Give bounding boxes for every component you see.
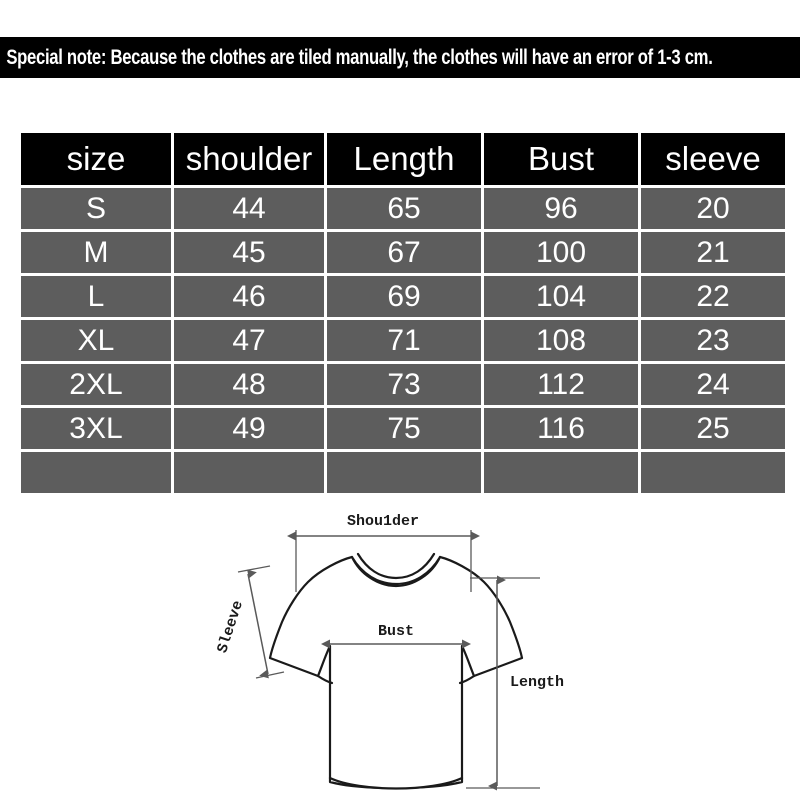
column-header-size: size (21, 133, 171, 185)
cell-shoulder (174, 452, 324, 493)
sleeve-dimension: Sleeve (214, 565, 285, 679)
cell-length: 71 (327, 320, 481, 361)
cell-sleeve (641, 452, 785, 493)
cell-size: XL (21, 320, 171, 361)
cell-size: 3XL (21, 408, 171, 449)
cell-sleeve: 21 (641, 232, 785, 273)
table-row: 3XL 49 75 116 25 (21, 408, 785, 449)
column-header-shoulder: shoulder (174, 133, 324, 185)
column-header-sleeve: sleeve (641, 133, 785, 185)
table-row-empty (21, 452, 785, 493)
cell-shoulder: 45 (174, 232, 324, 273)
cell-size: S (21, 188, 171, 229)
cell-length: 69 (327, 276, 481, 317)
cell-sleeve: 20 (641, 188, 785, 229)
special-note-text: Special note: Because the clothes are ti… (6, 46, 713, 69)
cell-size: L (21, 276, 171, 317)
bust-label: Bust (378, 623, 414, 640)
cell-shoulder: 48 (174, 364, 324, 405)
table-row: S 44 65 96 20 (21, 188, 785, 229)
cell-bust: 112 (484, 364, 638, 405)
shoulder-dimension: Shou1der (287, 513, 480, 592)
table-row: 2XL 48 73 112 24 (21, 364, 785, 405)
sleeve-label: Sleeve (214, 599, 247, 656)
shoulder-label: Shou1der (347, 513, 419, 530)
table-header-row: size shoulder Length Bust sleeve (21, 133, 785, 185)
cell-size (21, 452, 171, 493)
cell-length (327, 452, 481, 493)
cell-sleeve: 23 (641, 320, 785, 361)
cell-bust: 116 (484, 408, 638, 449)
cell-sleeve: 22 (641, 276, 785, 317)
cell-shoulder: 46 (174, 276, 324, 317)
length-dimension: Length (466, 575, 564, 791)
cell-length: 65 (327, 188, 481, 229)
cell-bust: 108 (484, 320, 638, 361)
bust-dimension: Bust (321, 623, 471, 649)
cell-sleeve: 24 (641, 364, 785, 405)
cell-size: 2XL (21, 364, 171, 405)
column-header-bust: Bust (484, 133, 638, 185)
size-chart-table: size shoulder Length Bust sleeve S 44 65… (18, 130, 788, 496)
table-row: M 45 67 100 21 (21, 232, 785, 273)
cell-shoulder: 49 (174, 408, 324, 449)
length-label: Length (510, 674, 564, 691)
table-row: XL 47 71 108 23 (21, 320, 785, 361)
cell-shoulder: 44 (174, 188, 324, 229)
cell-bust: 96 (484, 188, 638, 229)
cell-bust (484, 452, 638, 493)
cell-size: M (21, 232, 171, 273)
cell-shoulder: 47 (174, 320, 324, 361)
tshirt-measurement-diagram: Shou1der Sleeve Bust Length (200, 500, 620, 800)
cell-sleeve: 25 (641, 408, 785, 449)
cell-bust: 100 (484, 232, 638, 273)
cell-bust: 104 (484, 276, 638, 317)
cell-length: 67 (327, 232, 481, 273)
special-note-banner: Special note: Because the clothes are ti… (0, 37, 800, 78)
tshirt-outline (268, 552, 524, 790)
cell-length: 75 (327, 408, 481, 449)
table-row: L 46 69 104 22 (21, 276, 785, 317)
cell-length: 73 (327, 364, 481, 405)
column-header-length: Length (327, 133, 481, 185)
